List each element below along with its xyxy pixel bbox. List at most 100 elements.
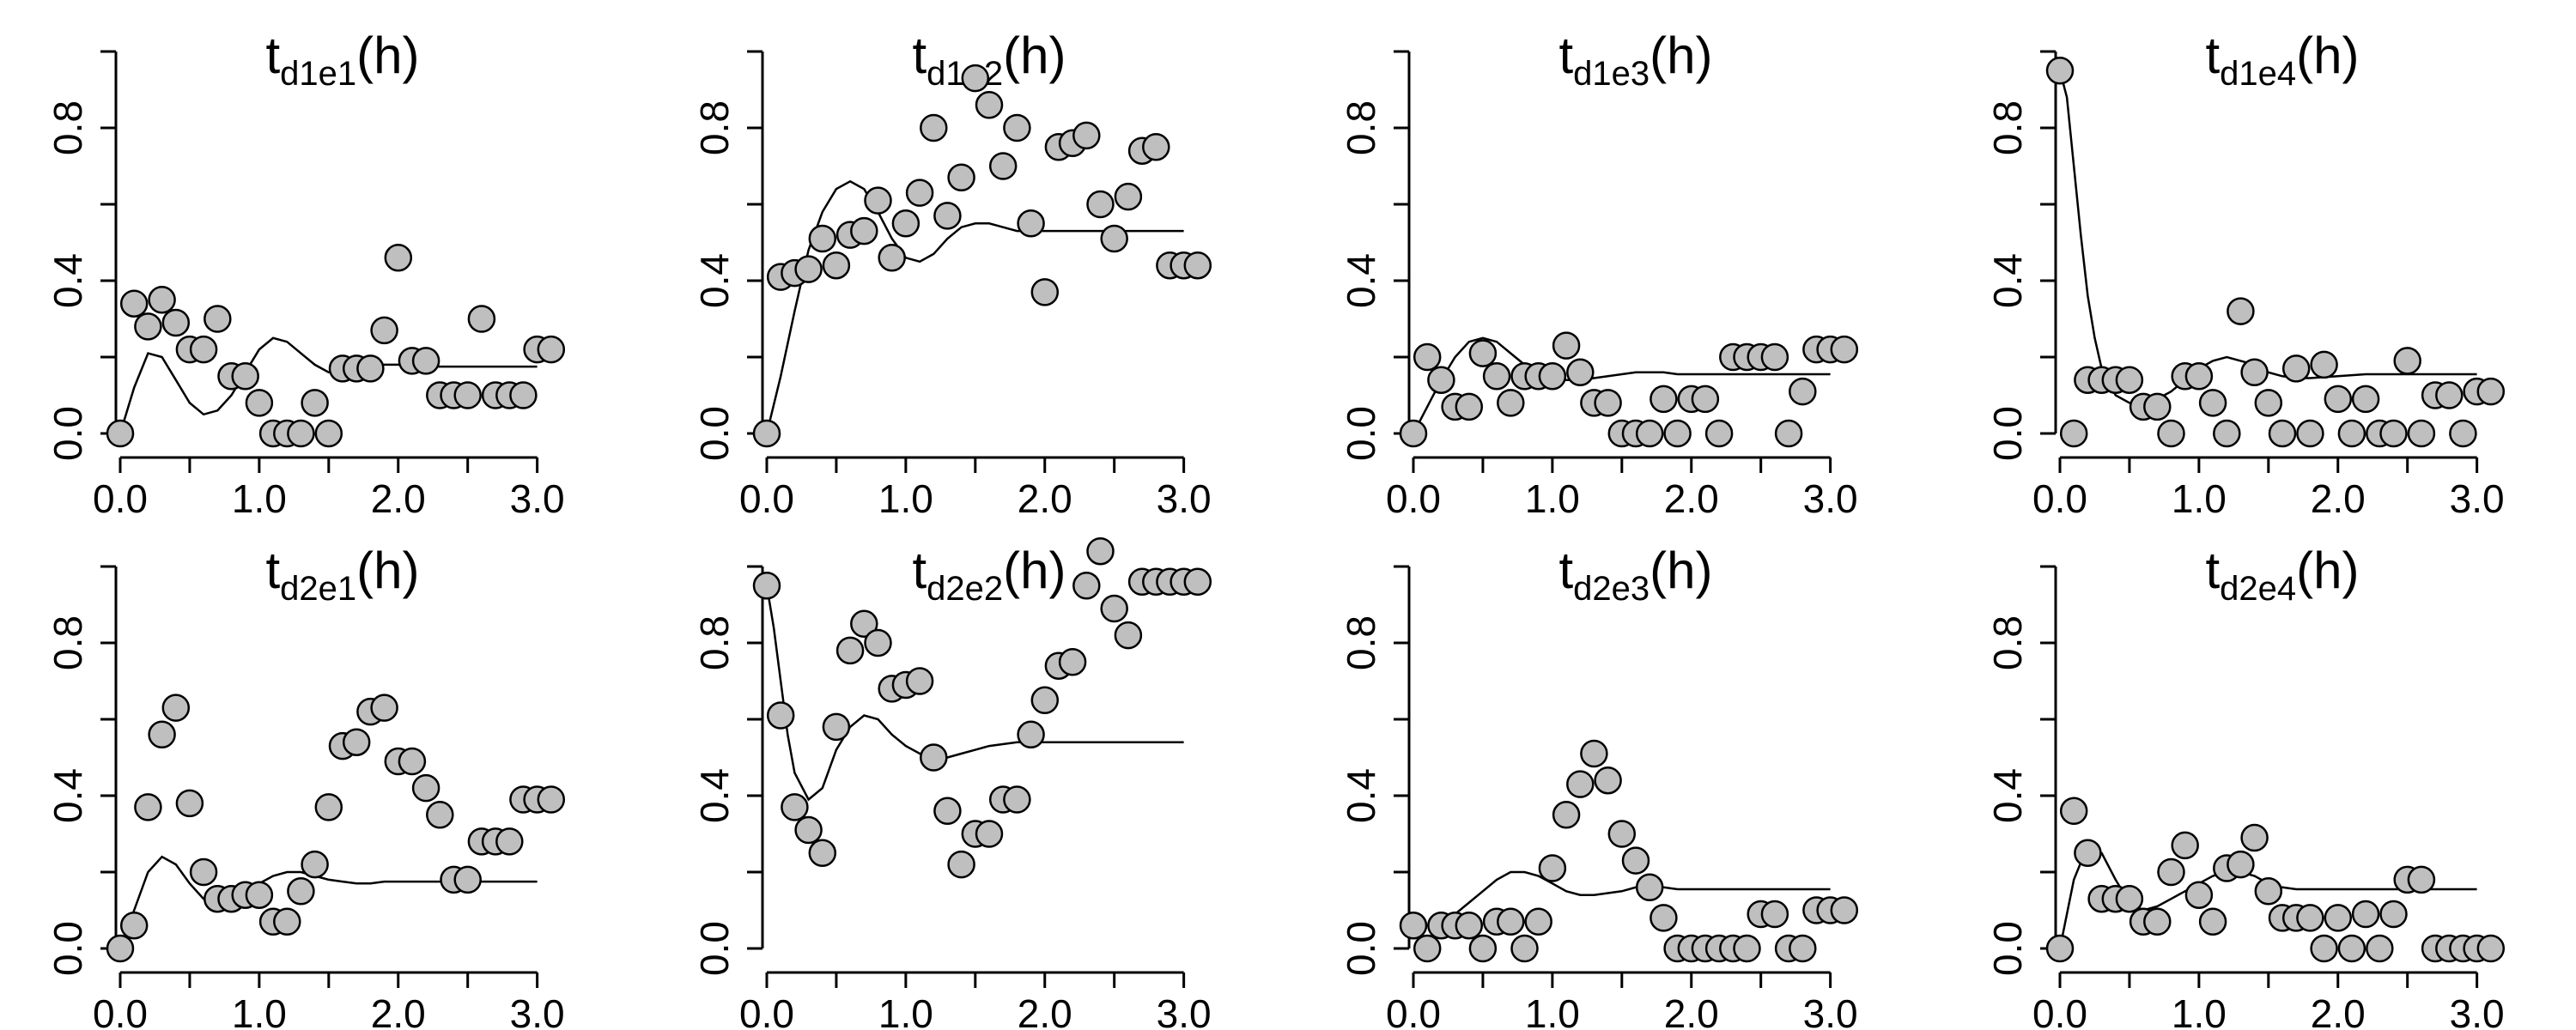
- y-tick-label: 0.4: [692, 768, 737, 823]
- data-point: [467, 305, 496, 333]
- data-point: [878, 244, 906, 272]
- data-point: [752, 419, 781, 448]
- data-point: [119, 912, 149, 940]
- data-point: [301, 389, 329, 417]
- data-point: [2143, 907, 2172, 936]
- data-point: [1538, 854, 1567, 882]
- data-point: [370, 694, 398, 722]
- chart-panel-5: 0.0 0.4 0.8 0.0 1.0 2.0 3.0 td2e1(h): [46, 542, 566, 1030]
- data-point: [189, 857, 218, 887]
- data-point: [1030, 278, 1060, 306]
- data-point: [1497, 907, 1525, 936]
- data-point: [766, 701, 795, 730]
- x-tick-label: 0.0: [93, 476, 148, 521]
- data-point: [1538, 362, 1567, 391]
- data-point: [2198, 907, 2227, 936]
- y-tick-label: 0.8: [1985, 615, 2030, 670]
- data-point: [119, 289, 149, 318]
- x-tick-label: 0.0: [739, 991, 794, 1030]
- x-tick-label: 1.0: [232, 991, 287, 1030]
- data-point: [2213, 419, 2241, 448]
- y-tick-label: 0.0: [46, 921, 90, 976]
- data-point: [1580, 739, 1608, 768]
- data-point: [2157, 419, 2185, 448]
- panel-title: td1e4(h): [2206, 27, 2360, 93]
- data-point: [2059, 419, 2088, 448]
- data-point: [2240, 358, 2269, 387]
- data-point: [2476, 934, 2506, 963]
- data-point: [231, 362, 259, 391]
- data-point: [2254, 389, 2283, 417]
- data-point: [2198, 389, 2227, 417]
- y-tick-label: 0.0: [1985, 921, 2030, 976]
- data-point: [794, 255, 823, 283]
- y-tick-label: 0.4: [1339, 768, 1383, 823]
- data-point: [1830, 896, 1859, 924]
- data-point: [2227, 850, 2255, 879]
- x-tick-label: 3.0: [1157, 476, 1212, 521]
- data-point: [1594, 766, 1622, 795]
- data-point: [2337, 419, 2366, 448]
- data-point: [1607, 820, 1637, 848]
- data-point: [905, 179, 934, 207]
- data-point: [1142, 133, 1170, 161]
- y-tick-label: 0.4: [1985, 253, 2030, 308]
- x-tick-label: 3.0: [1157, 991, 1212, 1030]
- x-tick-label: 1.0: [1525, 476, 1580, 521]
- data-point: [1510, 934, 1539, 963]
- data-point: [2407, 865, 2436, 894]
- data-point: [794, 815, 823, 845]
- data-point: [822, 712, 851, 742]
- data-point: [106, 934, 135, 963]
- fitted-curve: [118, 855, 538, 949]
- panel-title: td2e2(h): [913, 542, 1066, 608]
- data-point: [1399, 419, 1428, 448]
- data-point: [2045, 934, 2075, 963]
- x-tick-label: 3.0: [2450, 476, 2505, 521]
- fitted-curve: [1413, 870, 1831, 931]
- data-point: [1552, 331, 1581, 360]
- data-point: [134, 793, 162, 821]
- data-point: [1183, 251, 1212, 280]
- y-tick-label: 0.8: [46, 615, 90, 670]
- y-tick-label: 0.8: [1339, 615, 1383, 670]
- x-tick-label: 3.0: [510, 476, 565, 521]
- data-point: [314, 419, 343, 448]
- data-point: [2476, 377, 2506, 406]
- panel-title: td2e1(h): [266, 542, 420, 608]
- data-point: [1413, 342, 1442, 372]
- data-point: [947, 163, 975, 192]
- y-tick-label: 0.4: [46, 253, 90, 308]
- chart-panel-8: 0.0 0.4 0.8 0.0 1.0 2.0 3.0 td2e4(h): [1985, 542, 2506, 1030]
- data-point: [933, 797, 962, 826]
- data-point: [1030, 686, 1060, 715]
- data-point: [2115, 884, 2144, 913]
- data-point: [1482, 362, 1511, 391]
- data-point: [453, 381, 482, 409]
- fitted-curve: [765, 585, 1184, 802]
- chart-panel-6: 0.0 0.4 0.8 0.0 1.0 2.0 3.0 td2e2(h): [692, 536, 1212, 1030]
- data-point: [1552, 801, 1581, 829]
- data-point: [161, 308, 191, 337]
- data-point: [850, 216, 878, 245]
- data-point: [1003, 113, 1031, 142]
- data-point: [1455, 392, 1484, 421]
- x-tick-label: 3.0: [2450, 991, 2505, 1030]
- data-point: [2379, 900, 2408, 929]
- panel-title: td1e3(h): [1559, 27, 1713, 93]
- chart-panel-1: 0.0 0.4 0.8 0.0 1.0 2.0 3.0 td1e1(h): [46, 27, 566, 521]
- data-point: [1427, 366, 1455, 394]
- chart-panel-4: 0.0 0.4 0.8 0.0 1.0 2.0 3.0 td1e4(h): [1985, 27, 2506, 521]
- x-tick-label: 0.0: [2032, 476, 2087, 521]
- data-point: [1830, 335, 1859, 364]
- data-point: [1003, 785, 1031, 814]
- data-point: [1086, 536, 1115, 566]
- data-point: [1789, 377, 1817, 406]
- data-point: [1086, 190, 1115, 219]
- data-point: [314, 793, 343, 821]
- data-point: [2435, 381, 2464, 409]
- data-point: [2281, 354, 2311, 383]
- y-tick-label: 0.4: [46, 768, 90, 823]
- data-point: [2074, 839, 2102, 868]
